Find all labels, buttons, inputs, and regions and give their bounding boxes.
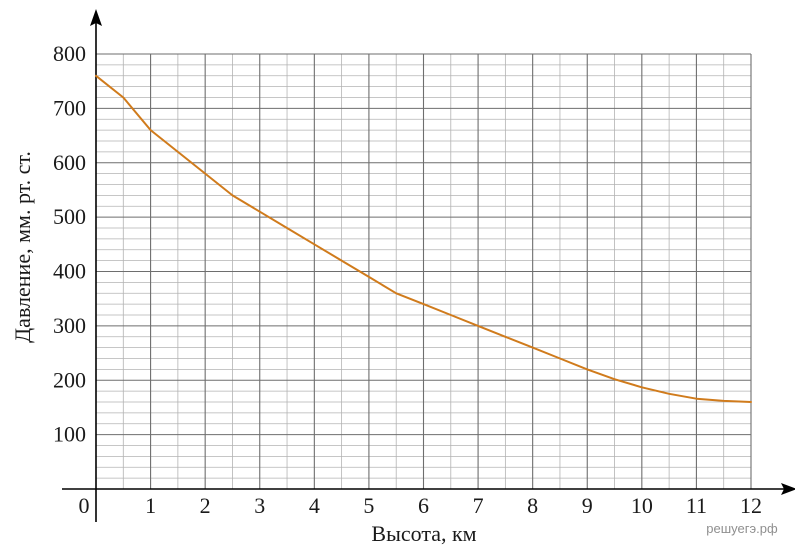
- x-tick-label: 7: [473, 493, 484, 518]
- x-tick-label: 4: [309, 493, 320, 518]
- y-tick-label: 700: [53, 95, 86, 120]
- y-tick-label: 600: [53, 150, 86, 175]
- x-tick-label: 1: [145, 493, 156, 518]
- x-tick-label: 3: [254, 493, 265, 518]
- x-tick-label: 2: [200, 493, 211, 518]
- y-tick-label: 100: [53, 422, 86, 447]
- x-tick-label: 11: [686, 493, 707, 518]
- x-tick-label: 6: [418, 493, 429, 518]
- y-tick-label: 400: [53, 259, 86, 284]
- x-tick-labels: 1 2 3 4 5 6 7 8 9 10 11 12: [145, 493, 762, 518]
- y-tick-labels: 100 200 300 400 500 600 700 800: [53, 41, 86, 447]
- x-tick-label: 8: [527, 493, 538, 518]
- x-tick-label: 9: [582, 493, 593, 518]
- origin-label: 0: [79, 493, 90, 518]
- y-tick-label: 800: [53, 41, 86, 66]
- y-tick-label: 300: [53, 313, 86, 338]
- grid-major-lines: [96, 53, 752, 489]
- watermark: решуегэ.рф: [706, 521, 778, 536]
- y-tick-label: 200: [53, 367, 86, 392]
- x-axis-arrow: [781, 483, 795, 495]
- x-tick-label: 5: [363, 493, 374, 518]
- y-axis-title: Давление, мм. рт. ст.: [10, 151, 35, 343]
- pressure-line: [95, 74, 752, 403]
- y-axis-arrow: [90, 9, 102, 26]
- x-axis-title: Высота, км: [371, 521, 476, 546]
- y-tick-label: 500: [53, 204, 86, 229]
- x-tick-label: 12: [740, 493, 762, 518]
- x-tick-label: 10: [631, 493, 653, 518]
